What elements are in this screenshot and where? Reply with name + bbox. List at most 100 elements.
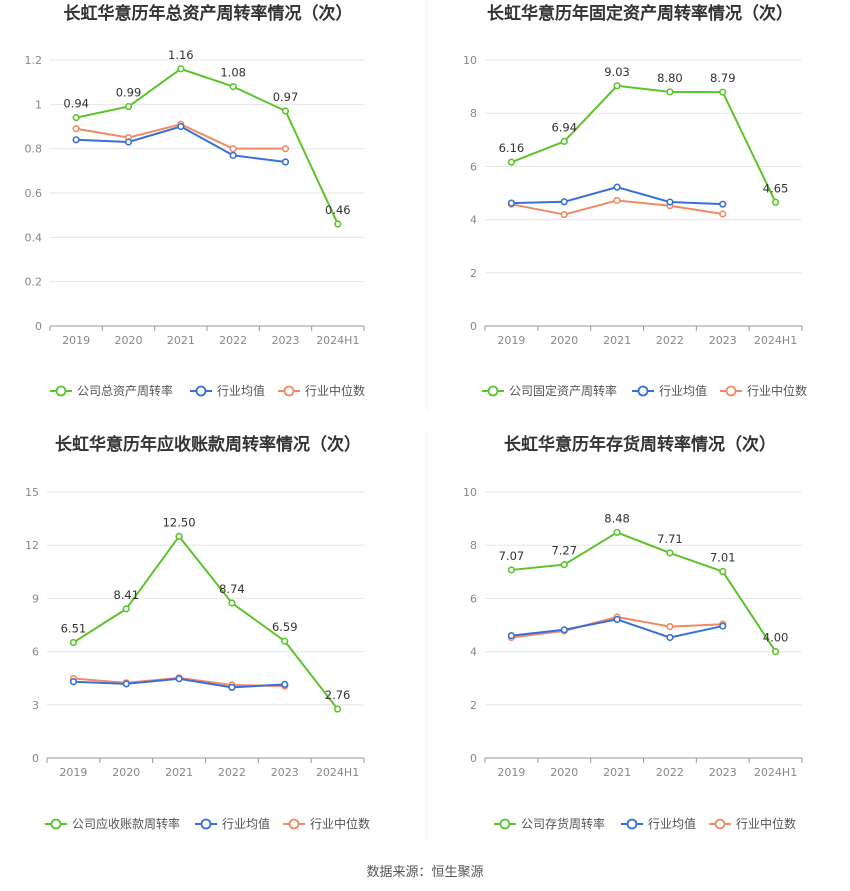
data-label: 9.03 <box>604 65 630 79</box>
data-point-company <box>122 605 130 613</box>
y-tick-label: 0 <box>470 752 477 765</box>
legend-label: 行业均值 <box>648 816 696 831</box>
y-tick-label: 8 <box>470 539 477 552</box>
legend-item-company: 公司固定资产周转率 <box>482 383 617 398</box>
series-line-company <box>511 531 777 653</box>
data-point-company <box>666 549 674 557</box>
data-point-company <box>229 82 237 91</box>
legend-label: 公司固定资产周转率 <box>509 383 617 398</box>
y-tick-label: 10 <box>463 54 477 67</box>
x-tick-label: 2024H1 <box>316 766 359 779</box>
data-point-median <box>229 145 237 153</box>
data-point-company <box>719 567 727 576</box>
data-point-avg <box>666 633 674 642</box>
x-tick-label: 2023 <box>709 766 737 779</box>
y-tick-label: 6 <box>32 646 39 659</box>
series-line-company <box>511 84 777 203</box>
data-point-avg <box>613 183 621 191</box>
y-tick-label: 4 <box>470 646 477 659</box>
data-label: 1.16 <box>168 48 194 62</box>
data-point-median <box>613 196 621 205</box>
x-tick-label: 2021 <box>167 334 195 347</box>
data-point-company <box>333 705 342 713</box>
x-tick-label: 2019 <box>497 334 525 347</box>
legend-swatch-marker <box>55 385 67 397</box>
y-tick-label: 0.8 <box>25 143 43 156</box>
series-line-company <box>72 535 339 710</box>
data-point-company <box>281 637 289 645</box>
chart-panel-2: 长虹华意历年固定资产周转率情况（次） 0 2 4 6 8 10 2019 2020 2021 202… <box>463 3 807 398</box>
data-point-company <box>507 158 516 166</box>
x-tick-label: 2022 <box>218 766 246 779</box>
data-point-avg <box>719 200 727 208</box>
y-tick-label: 10 <box>463 486 477 499</box>
x-tick-label: 2022 <box>656 766 684 779</box>
data-point-company <box>771 198 780 206</box>
data-label: 8.48 <box>604 511 630 525</box>
legend-swatch-marker <box>714 818 726 830</box>
legend-swatch-marker <box>283 385 295 397</box>
y-tick-label: 0 <box>470 320 477 333</box>
legend-item-company: 公司存货周转率 <box>494 816 605 831</box>
data-label: 12.50 <box>163 515 196 529</box>
data-point-company <box>560 137 568 145</box>
data-point-avg <box>507 632 516 640</box>
data-point-avg <box>228 683 236 692</box>
legend-item-avg: 行业均值 <box>195 816 270 831</box>
data-point-avg <box>613 615 621 624</box>
legend-label: 行业中位数 <box>310 816 370 831</box>
data-label: 6.59 <box>272 620 298 634</box>
data-label: 0.94 <box>63 97 89 111</box>
data-label: 7.07 <box>499 549 525 563</box>
data-label: 1.08 <box>220 66 246 80</box>
data-point-company <box>175 532 183 540</box>
legend-item-avg: 行业均值 <box>632 383 707 398</box>
data-point-avg <box>281 158 290 166</box>
x-tick-label: 2019 <box>62 334 90 347</box>
series-line-company <box>75 67 339 225</box>
data-label: 6.51 <box>61 622 87 636</box>
x-tick-label: 2023 <box>709 334 737 347</box>
data-point-avg <box>281 680 289 689</box>
data-point-median <box>719 210 727 218</box>
data-label: 8.79 <box>710 71 736 85</box>
data-point-company <box>771 647 780 656</box>
x-tick-label: 2020 <box>550 334 578 347</box>
y-tick-label: 9 <box>32 592 39 605</box>
data-label: 8.80 <box>657 71 683 85</box>
data-point-avg <box>69 678 78 686</box>
y-tick-label: 4 <box>470 214 477 227</box>
data-point-company <box>613 528 621 537</box>
data-point-company <box>560 561 568 569</box>
y-tick-label: 8 <box>470 107 477 120</box>
legend-item-company: 公司应收账款周转率 <box>45 816 180 831</box>
legend-label: 公司存货周转率 <box>521 816 605 831</box>
x-tick-label: 2024H1 <box>754 766 797 779</box>
x-tick-label: 2019 <box>497 766 525 779</box>
data-point-avg <box>124 138 133 146</box>
chart-title: 长虹华意历年应收账款周转率情况（次） <box>55 434 361 455</box>
data-point-company <box>719 88 727 96</box>
data-label: 4.65 <box>763 181 789 195</box>
x-tick-label: 2022 <box>219 334 247 347</box>
legend-label: 公司应收账款周转率 <box>72 816 180 831</box>
data-point-company <box>666 88 674 96</box>
legend-item-median: 行业中位数 <box>720 383 807 398</box>
legend-label: 行业中位数 <box>305 383 365 398</box>
chart-title: 长虹华意历年存货周转率情况（次） <box>504 434 776 455</box>
legend-item-median: 行业中位数 <box>709 816 796 831</box>
y-tick-label: 6 <box>470 160 477 173</box>
chart-title: 长虹华意历年总资产周转率情况（次） <box>64 3 353 24</box>
x-tick-label: 2020 <box>115 334 143 347</box>
data-label: 0.46 <box>325 203 351 217</box>
x-tick-label: 2024H1 <box>316 334 359 347</box>
chart-title: 长虹华意历年固定资产周转率情况（次） <box>487 3 793 24</box>
legend-swatch-marker <box>626 818 638 830</box>
y-tick-label: 1.2 <box>25 54 43 67</box>
legend-item-median: 行业中位数 <box>278 383 365 398</box>
legend-label: 行业均值 <box>659 383 707 398</box>
data-point-company <box>124 102 133 111</box>
data-point-company <box>334 220 342 228</box>
y-tick-label: 3 <box>32 699 39 712</box>
